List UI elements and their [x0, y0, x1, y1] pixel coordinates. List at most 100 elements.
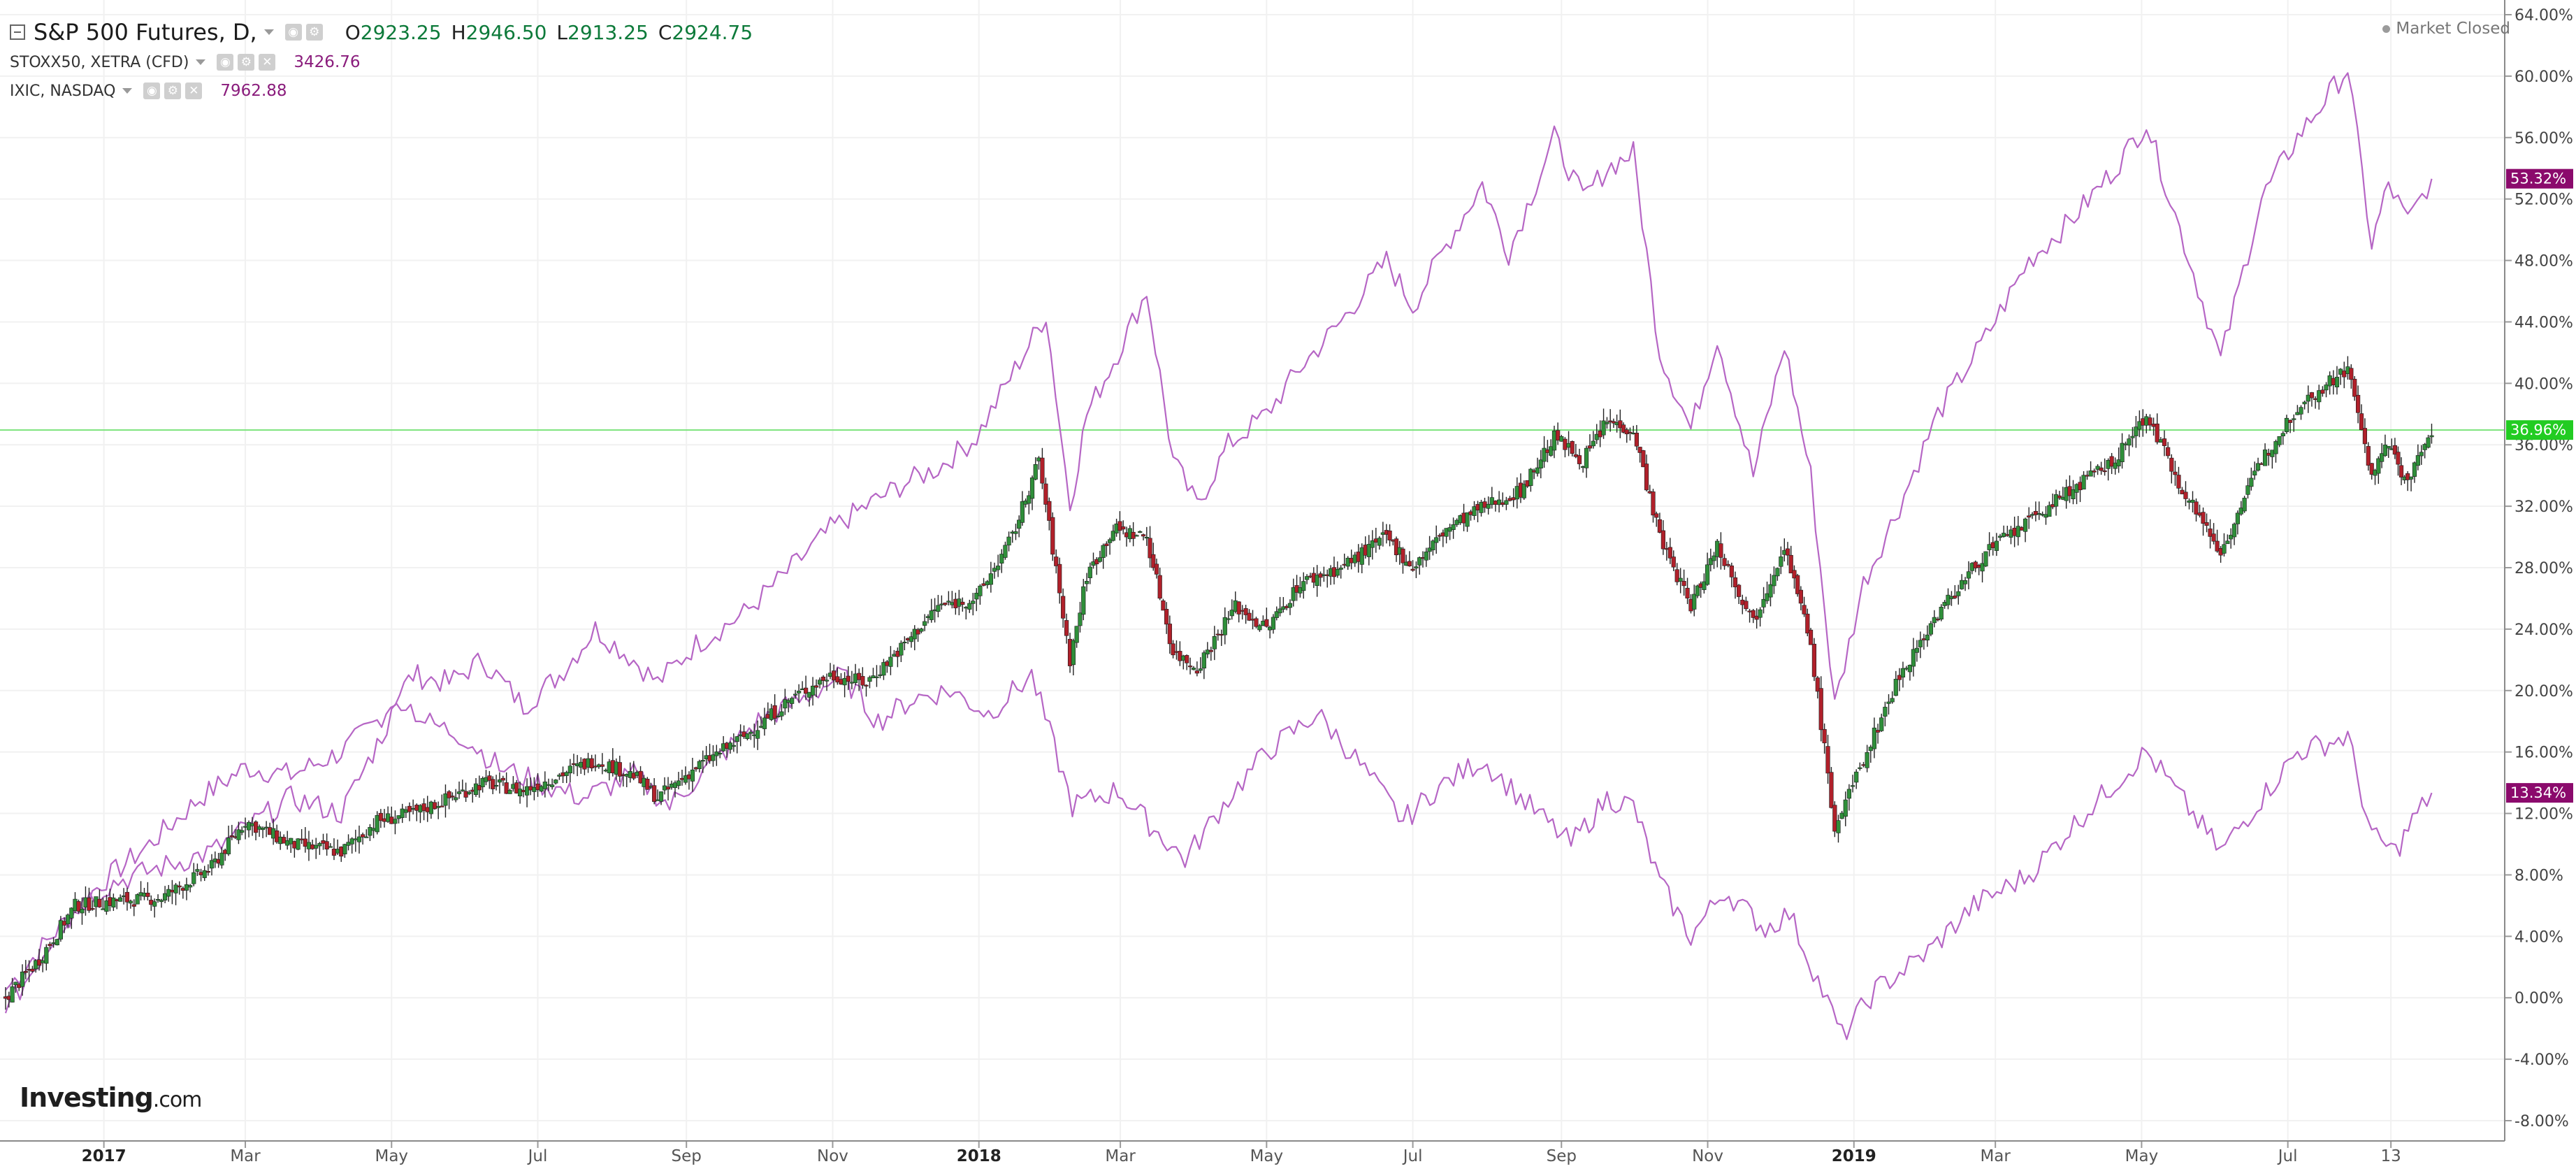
- eye-icon[interactable]: ◉: [143, 82, 161, 99]
- caret-down-icon[interactable]: [196, 59, 206, 65]
- candle-body: [2369, 463, 2374, 475]
- candle-body: [454, 797, 458, 800]
- candle-body: [2306, 394, 2310, 402]
- y-tick-label: 60.00%: [2515, 69, 2573, 86]
- candle-body: [645, 779, 650, 790]
- candle-body: [2331, 378, 2336, 385]
- candle-body: [2317, 390, 2322, 403]
- candle-body: [2302, 401, 2307, 405]
- candle-body: [1685, 587, 1690, 598]
- candle-body: [2071, 489, 2076, 499]
- candle-body: [1274, 611, 1279, 618]
- candle-body: [755, 730, 760, 739]
- candle-body: [790, 698, 795, 704]
- candle-body: [1057, 563, 1062, 594]
- collapse-icon[interactable]: [10, 24, 25, 40]
- candle-body: [396, 815, 401, 819]
- y-tick-label: 24.00%: [2515, 622, 2573, 639]
- compare-legend-row-2: IXIC, NASDAQ ◉ ⚙ ✕ 7962.88: [10, 79, 287, 103]
- candle-body: [1879, 717, 1884, 731]
- compare-1-symbol[interactable]: STOXX50, XETRA (CFD): [10, 53, 189, 71]
- candle-body: [936, 605, 941, 612]
- candle-body: [447, 791, 451, 798]
- candle-body: [1027, 495, 1032, 504]
- candle-body: [1832, 805, 1837, 832]
- candle-body: [1538, 459, 1543, 469]
- value-tag: [2506, 783, 2573, 803]
- candle-body: [1208, 649, 1213, 652]
- candle-body: [2359, 413, 2364, 431]
- eye-icon[interactable]: ◉: [217, 54, 234, 71]
- candle-body: [491, 779, 495, 789]
- candle-body: [772, 705, 777, 719]
- candle-body: [2019, 527, 2024, 531]
- x-tick-label: May: [2125, 1147, 2159, 1165]
- candle-body: [571, 763, 577, 766]
- candle-body: [1226, 618, 1231, 620]
- candle-body: [131, 904, 136, 907]
- caret-down-icon[interactable]: [122, 88, 133, 94]
- candle-body: [567, 766, 572, 774]
- candle-body: [1637, 447, 1642, 453]
- candle-body: [292, 841, 297, 849]
- candle-body: [389, 817, 394, 824]
- candle-body: [303, 838, 307, 847]
- candle-body: [1601, 420, 1606, 436]
- low-value: 2913.25: [567, 20, 649, 44]
- y-tick-label: -4.00%: [2515, 1051, 2569, 1069]
- candle-body: [1138, 531, 1143, 533]
- candle-body: [810, 685, 816, 696]
- candle-body: [1064, 620, 1069, 636]
- candle-body: [700, 760, 705, 762]
- candle-body: [361, 834, 366, 838]
- candle-body: [1081, 586, 1086, 615]
- close-icon[interactable]: ✕: [185, 82, 203, 99]
- x-tick-label: Mar: [1105, 1147, 1136, 1165]
- caret-down-icon[interactable]: [263, 29, 274, 35]
- candle-body: [456, 791, 462, 794]
- close-icon[interactable]: ✕: [259, 54, 276, 71]
- candle-body: [748, 731, 753, 734]
- candle-body: [1768, 584, 1773, 598]
- candle-body: [514, 782, 519, 793]
- candle-body: [1621, 424, 1626, 433]
- candle-body: [971, 601, 976, 604]
- gear-icon[interactable]: ⚙: [238, 54, 255, 71]
- candle-body: [2005, 534, 2010, 536]
- candle-body: [159, 900, 164, 903]
- gear-icon[interactable]: ⚙: [164, 82, 182, 99]
- candle-body: [2173, 471, 2178, 475]
- candle-body: [2127, 438, 2132, 446]
- candle-body: [2396, 452, 2401, 465]
- candle-body: [403, 809, 408, 813]
- candle-body: [1121, 526, 1126, 530]
- candle-body: [1983, 551, 1988, 567]
- candle-body: [600, 764, 605, 767]
- candle-body: [246, 821, 252, 831]
- candle-body: [2023, 518, 2028, 532]
- candle-body: [1994, 540, 1999, 551]
- main-symbol[interactable]: S&P 500 Futures, D,: [34, 19, 257, 45]
- candle-body: [1559, 436, 1564, 442]
- candle-body: [943, 603, 948, 605]
- candle-body: [1222, 617, 1227, 635]
- candle-body: [1678, 577, 1683, 582]
- gear-icon[interactable]: ⚙: [305, 24, 323, 41]
- candle-body: [1573, 454, 1578, 457]
- candle-body: [1928, 623, 1933, 635]
- candle-body: [1897, 675, 1902, 680]
- candle-body: [2151, 424, 2156, 427]
- compare-2-symbol[interactable]: IXIC, NASDAQ: [10, 82, 116, 100]
- candle-body: [2334, 377, 2340, 387]
- candle-body: [1117, 521, 1122, 531]
- candle-body: [1084, 581, 1090, 584]
- candle-body: [1338, 567, 1343, 570]
- candle-body: [104, 900, 109, 912]
- compare-1-value: 3426.76: [294, 53, 361, 71]
- candle-body: [1257, 625, 1262, 631]
- candle-body: [1033, 464, 1038, 480]
- candle-body: [697, 761, 702, 769]
- eye-icon[interactable]: ◉: [284, 24, 302, 41]
- candle-body: [2201, 512, 2206, 524]
